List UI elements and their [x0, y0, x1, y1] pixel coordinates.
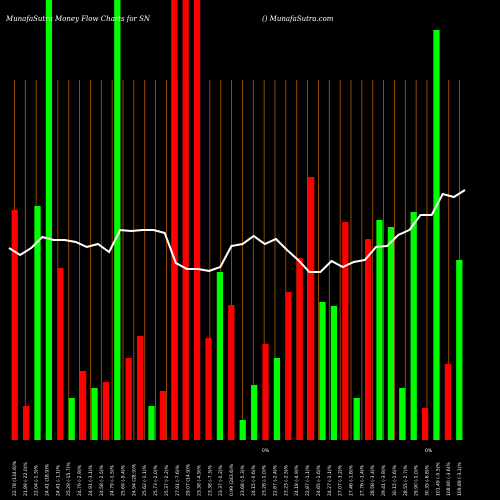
x-tick-label: 24.27 (-1.1)%	[327, 464, 333, 496]
x-tick-label: 24.65 (-1.6)%	[316, 464, 322, 496]
flow-line	[8, 189, 466, 273]
x-tick-label: 22.04 (-1.3)%	[34, 464, 40, 496]
bar	[319, 302, 326, 440]
x-tick-label: 24.58 (-2.5)%	[99, 464, 105, 496]
bar	[353, 398, 360, 440]
x-tick-label: 25.69 (-9.4)%	[121, 464, 127, 496]
x-tick-label: 24.15 (-0.6)%	[251, 464, 257, 496]
bar	[136, 336, 144, 440]
bar	[421, 408, 429, 440]
x-tick-label: 24.91 (-3.1)%	[88, 464, 94, 496]
x-tick-label: 108.80 (-3.6)%	[446, 462, 452, 496]
bar	[45, 0, 53, 440]
bar	[239, 420, 246, 440]
x-tick-label: 27.07 (-3.2)%	[338, 464, 344, 496]
x-tick-label: 24.18 (-4.9)%	[294, 464, 300, 496]
bar	[444, 364, 452, 440]
x-tick-label: 25.29 (-15.7)%	[66, 462, 72, 496]
x-tick-label: 30.15 (-1.6)%	[392, 464, 398, 496]
x-tick-label: 22.87 (-1.1)%	[305, 464, 311, 496]
bar	[148, 406, 155, 440]
x-tick-label: 25.73 (-2.0)%	[153, 464, 159, 496]
x-tick-label: 23.38 (-7.3)%	[207, 464, 213, 496]
x-tick-label: 101.49 (-0.5)%	[435, 462, 441, 496]
bar	[330, 306, 338, 440]
x-tick-label: 22.87 (-2.4)%	[273, 464, 279, 496]
x-tick-labels: 22.78 (134.6)% 21.89 (-22.0)% 22.04 (-1.3)…	[12, 460, 463, 496]
x-tick-label: 24.41 (18.9)%	[45, 463, 51, 496]
bar	[91, 388, 98, 440]
x-tick-label: 23.28 (-1.0)%	[262, 464, 268, 496]
bar	[22, 406, 30, 440]
bar	[387, 227, 395, 440]
mid-label-left: 0%	[262, 448, 270, 454]
x-tick-label: 0.99 (243.6)%	[229, 463, 235, 496]
mid-label-right: 0%	[425, 448, 433, 454]
bar	[171, 0, 178, 440]
bar	[433, 30, 440, 440]
bar	[296, 258, 303, 440]
x-tick-label: 28.58 (-3.4)%	[370, 464, 376, 496]
x-tick-label: 24.41 (-1.1)%	[55, 464, 61, 496]
bar	[376, 220, 383, 440]
bar	[34, 206, 41, 440]
x-tick-label: 25.62 (-1.1)%	[142, 464, 148, 496]
bar	[193, 0, 201, 440]
bars	[11, 0, 463, 440]
bar	[57, 268, 64, 440]
bar	[250, 385, 258, 440]
x-tick-label: 22.78 (134.6)%	[12, 460, 18, 496]
bar	[399, 388, 406, 440]
bar	[114, 0, 121, 440]
x-tick-label: 27.91 (-7.6)%	[175, 464, 181, 496]
bar	[182, 0, 189, 440]
bar	[342, 222, 349, 440]
x-tick-label: 23.37 (-0.2)%	[218, 464, 224, 496]
bar	[205, 338, 212, 440]
x-tick-label: 24.79 (-1.5)%	[110, 464, 116, 496]
bar	[228, 305, 235, 440]
x-tick-label: 29.90 (-1.0)%	[414, 464, 420, 496]
chart-subtitle: () MunafaSutra.com	[262, 15, 334, 23]
x-tick-label: 24.79 (-2.9)%	[77, 464, 83, 496]
bar	[125, 358, 132, 440]
x-tick-label: 109.89 (-3.1)%	[457, 462, 463, 496]
x-tick-label: 29.41 (-3.9)%	[381, 464, 387, 496]
bar	[410, 212, 417, 440]
x-tick-label: 30.35 (-6.8)%	[425, 464, 431, 496]
bar	[79, 371, 87, 440]
x-tick-label: 23.23 (-2.5)%	[283, 464, 289, 496]
bar	[307, 177, 315, 440]
chart-title: MunafaSutra Money Flow Charts for SN	[5, 15, 151, 23]
bar	[216, 272, 224, 440]
bar	[262, 344, 269, 440]
bar	[456, 260, 463, 440]
bar	[159, 391, 167, 440]
bar	[102, 382, 110, 440]
bar	[68, 398, 75, 440]
flow-line-group	[8, 189, 466, 273]
x-tick-label: 24.94 (28.9)%	[131, 463, 137, 496]
bar	[285, 292, 292, 440]
x-tick-label: 27.76 (-1.4)%	[359, 464, 365, 496]
x-tick-label: 21.89 (-22.0)%	[23, 462, 29, 496]
bar	[273, 358, 281, 440]
x-tick-label: 27.46 (-1.8)%	[349, 464, 355, 496]
x-tick-label: 23.38 (-4.9)%	[197, 464, 203, 496]
x-tick-label: 23.68 (-5.3)%	[240, 464, 246, 496]
x-tick-label: 29.07 (14.9)%	[186, 463, 192, 496]
x-tick-label: 28.55 (-2.7)%	[403, 464, 409, 496]
bar	[364, 239, 372, 440]
bar	[11, 210, 18, 440]
x-tick-label: 25.37 (-2.2)%	[164, 464, 170, 496]
